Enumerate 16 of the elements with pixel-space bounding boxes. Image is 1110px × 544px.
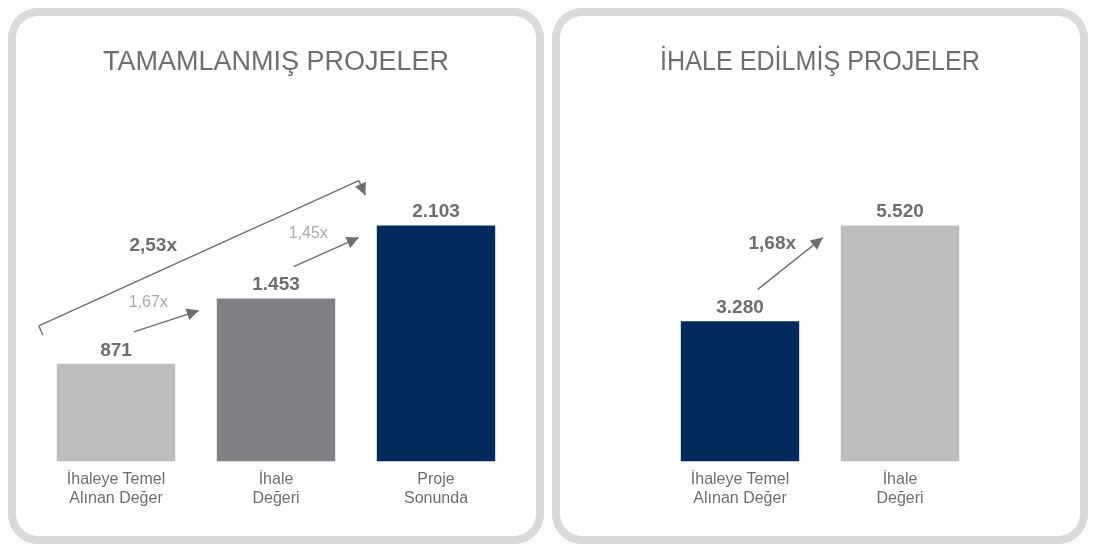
- chart-title: TAMAMLANMIŞ PROJELER: [102, 45, 450, 76]
- x-tick-label: İhale Değeri: [252, 468, 300, 506]
- x-tick-label: İhaleye Temel Alınan Değer: [66, 468, 166, 506]
- annotation: 1,67x: [128, 293, 168, 311]
- x-tick-label: İhaleye Temel Alınan Değer: [690, 468, 790, 506]
- annotation: 1,45x: [288, 224, 328, 242]
- annotation: 2,53x: [129, 233, 178, 255]
- data-label: 2.103: [412, 200, 460, 222]
- chart-title: İHALE EDİLMİŞ PROJELER: [660, 44, 980, 76]
- data-label: 5.520: [876, 200, 924, 222]
- data-label: 1.453: [252, 273, 300, 295]
- data-label: 871: [100, 338, 133, 360]
- x-tick-label: İhale Değeri: [876, 468, 924, 506]
- data-label: 3.280: [716, 296, 764, 318]
- annotation: 1,68x: [748, 232, 797, 254]
- x-tick-label: Proje Sonunda: [403, 469, 469, 506]
